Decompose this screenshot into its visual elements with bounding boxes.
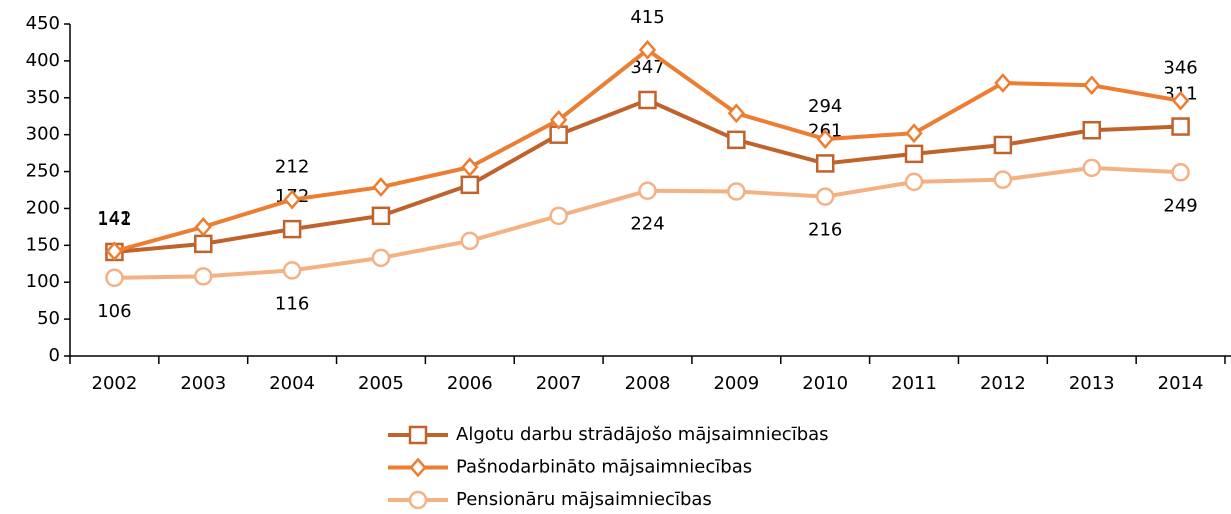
legend-marker xyxy=(408,425,428,445)
data-label: 346 xyxy=(1163,58,1197,79)
y-tick-label: 100 xyxy=(26,271,60,292)
point-marker xyxy=(905,123,923,144)
point-marker xyxy=(372,177,390,197)
x-tick-label: 2011 xyxy=(891,373,937,394)
legend-marker xyxy=(408,490,428,510)
point-marker xyxy=(1171,163,1190,182)
x-tick-label: 2013 xyxy=(1069,373,1115,394)
legend-label: Algotu darbu strādājošo mājsaimniecības xyxy=(456,424,829,445)
data-label: 142 xyxy=(97,208,131,229)
x-tick-label: 2006 xyxy=(447,373,493,394)
x-tick-label: 2002 xyxy=(92,373,138,394)
point-marker xyxy=(904,172,924,192)
point-marker xyxy=(549,110,568,130)
point-marker xyxy=(994,73,1012,93)
y-tick-label: 400 xyxy=(26,50,60,71)
point-marker xyxy=(1171,117,1190,136)
x-tick-label: 2010 xyxy=(802,373,848,394)
y-tick-label: 150 xyxy=(26,234,60,255)
point-marker xyxy=(1171,90,1190,111)
point-marker xyxy=(727,130,746,150)
data-label: 116 xyxy=(275,293,309,314)
point-marker xyxy=(105,241,124,262)
point-marker xyxy=(638,39,657,60)
x-tick-label: 2014 xyxy=(1158,373,1204,394)
point-marker xyxy=(727,103,746,124)
point-marker xyxy=(460,175,480,195)
point-marker xyxy=(194,216,212,237)
point-marker xyxy=(282,261,302,280)
point-marker xyxy=(460,231,480,251)
x-tick-label: 2007 xyxy=(536,373,582,394)
point-marker xyxy=(371,248,391,268)
point-marker xyxy=(815,154,835,173)
data-label: 106 xyxy=(97,301,131,322)
point-marker xyxy=(1083,75,1101,96)
legend-marker xyxy=(409,457,427,478)
x-tick-label: 2009 xyxy=(713,373,759,394)
x-tick-label: 2008 xyxy=(625,373,671,394)
point-marker xyxy=(105,268,124,288)
point-marker xyxy=(816,129,834,149)
data-label: 294 xyxy=(808,96,842,117)
x-tick-label: 2005 xyxy=(358,373,404,394)
y-tick-label: 200 xyxy=(26,197,60,218)
point-marker xyxy=(283,189,301,210)
point-marker xyxy=(549,206,568,226)
data-label: 249 xyxy=(1163,195,1197,216)
point-marker xyxy=(904,144,924,164)
point-marker xyxy=(1082,120,1101,140)
data-label: 216 xyxy=(808,220,842,241)
point-marker xyxy=(1082,158,1101,178)
data-label: 212 xyxy=(275,157,309,178)
point-marker xyxy=(993,135,1013,155)
data-label: 224 xyxy=(630,214,664,235)
point-marker xyxy=(461,157,479,178)
y-tick-label: 300 xyxy=(26,124,60,145)
data-label: 141 xyxy=(97,209,131,230)
point-marker xyxy=(815,187,835,206)
legend-label: Pensionāru mājsaimniecības xyxy=(456,489,712,510)
data-label: 347 xyxy=(630,57,664,78)
y-tick-label: 0 xyxy=(49,345,60,366)
point-marker xyxy=(993,170,1013,189)
y-tick-label: 350 xyxy=(26,87,60,108)
point-marker xyxy=(638,181,657,200)
legend-label: Pašnodarbināto mājsaimniecības xyxy=(456,457,752,478)
point-marker xyxy=(371,206,391,226)
y-tick-label: 50 xyxy=(37,308,60,329)
y-tick-label: 450 xyxy=(26,13,60,34)
point-marker xyxy=(194,267,213,286)
x-tick-label: 2003 xyxy=(180,373,226,394)
data-label: 415 xyxy=(630,7,664,28)
point-marker xyxy=(638,90,657,110)
x-tick-label: 2012 xyxy=(980,373,1026,394)
x-tick-label: 2004 xyxy=(269,373,315,394)
point-marker xyxy=(194,234,213,254)
point-marker xyxy=(727,182,746,201)
y-tick-label: 250 xyxy=(26,161,60,182)
point-marker xyxy=(282,219,302,239)
